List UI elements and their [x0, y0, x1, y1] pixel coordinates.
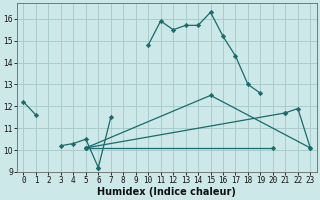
X-axis label: Humidex (Indice chaleur): Humidex (Indice chaleur): [98, 187, 236, 197]
